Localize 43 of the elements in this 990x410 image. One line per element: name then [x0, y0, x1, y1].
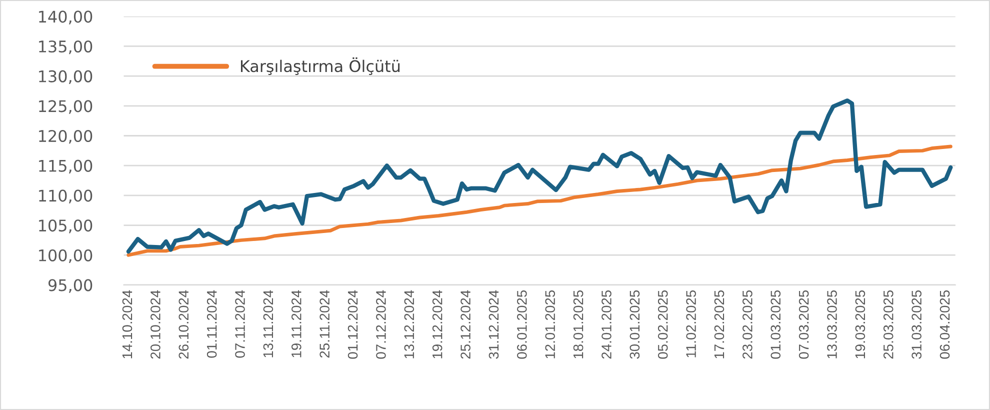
x-tick-label: 01.12.2024 — [348, 290, 358, 359]
x-tick-label: 19.03.2025 — [855, 290, 866, 358]
x-tick-label: 26.10.2024 — [178, 290, 189, 359]
y-tick-label: 125,00 — [39, 100, 92, 114]
x-tick-label: 20.10.2024 — [150, 290, 160, 359]
y-tick-label: 120,00 — [39, 130, 92, 144]
y-tick-label: 105,00 — [39, 219, 92, 234]
line-series — [126, 98, 953, 254]
x-tick-label: 25.11.2024 — [320, 290, 330, 358]
x-tick-label: 31.03.2025 — [912, 290, 922, 359]
x-tick-label: 13.12.2024 — [404, 290, 414, 358]
x-tick-label: 13.11.2024 — [263, 290, 274, 358]
x-tick-label: 14.10.2024 — [122, 290, 132, 358]
line-series — [126, 144, 952, 257]
x-tick-label: 07.11.2024 — [235, 290, 245, 358]
y-tick-label: 115,00 — [39, 160, 92, 174]
x-tick-label: 25.03.2025 — [883, 290, 894, 359]
y-tick-label: 130,00 — [39, 70, 92, 84]
x-tick-label: 25.12.2024 — [460, 290, 470, 359]
y-tick-label: 95,00 — [48, 279, 92, 293]
x-tick-label: 17.02.2025 — [714, 290, 724, 358]
x-tick-label: 19.11.2024 — [291, 290, 302, 358]
x-tick-label: 24.01.2025 — [602, 290, 612, 359]
x-tick-label: 01.11.2024 — [206, 290, 217, 358]
x-tick-label: 01.03.2025 — [770, 290, 781, 359]
y-tick-label: 135,00 — [39, 40, 92, 54]
x-tick-label: 05.02.2025 — [658, 290, 668, 359]
x-tick-label: 18.01.2025 — [573, 290, 584, 358]
x-tick-label: 30.01.2025 — [630, 290, 640, 359]
x-tick-label: 06.04.2025 — [940, 290, 950, 359]
x-tick-label: 19.12.2024 — [432, 290, 442, 358]
x-tick-label: 13.03.2025 — [827, 290, 837, 358]
x-tick-label: 12.01.2025 — [545, 290, 556, 358]
x-tick-label: 07.03.2025 — [798, 290, 809, 359]
x-tick-label: 23.02.2025 — [742, 290, 752, 359]
y-tick-label: 100,00 — [39, 249, 92, 264]
x-tick-label: 07.12.2024 — [376, 290, 386, 359]
y-tick-label: 140,00 — [39, 10, 92, 24]
y-tick-label: 110,00 — [39, 190, 92, 204]
x-tick-label: 06.01.2025 — [517, 290, 527, 359]
legend-label: Karşılaştırma Ölçütü — [240, 57, 400, 76]
x-tick-label: 31.12.2024 — [488, 290, 499, 359]
x-tick-label: 11.02.2025 — [686, 290, 696, 358]
